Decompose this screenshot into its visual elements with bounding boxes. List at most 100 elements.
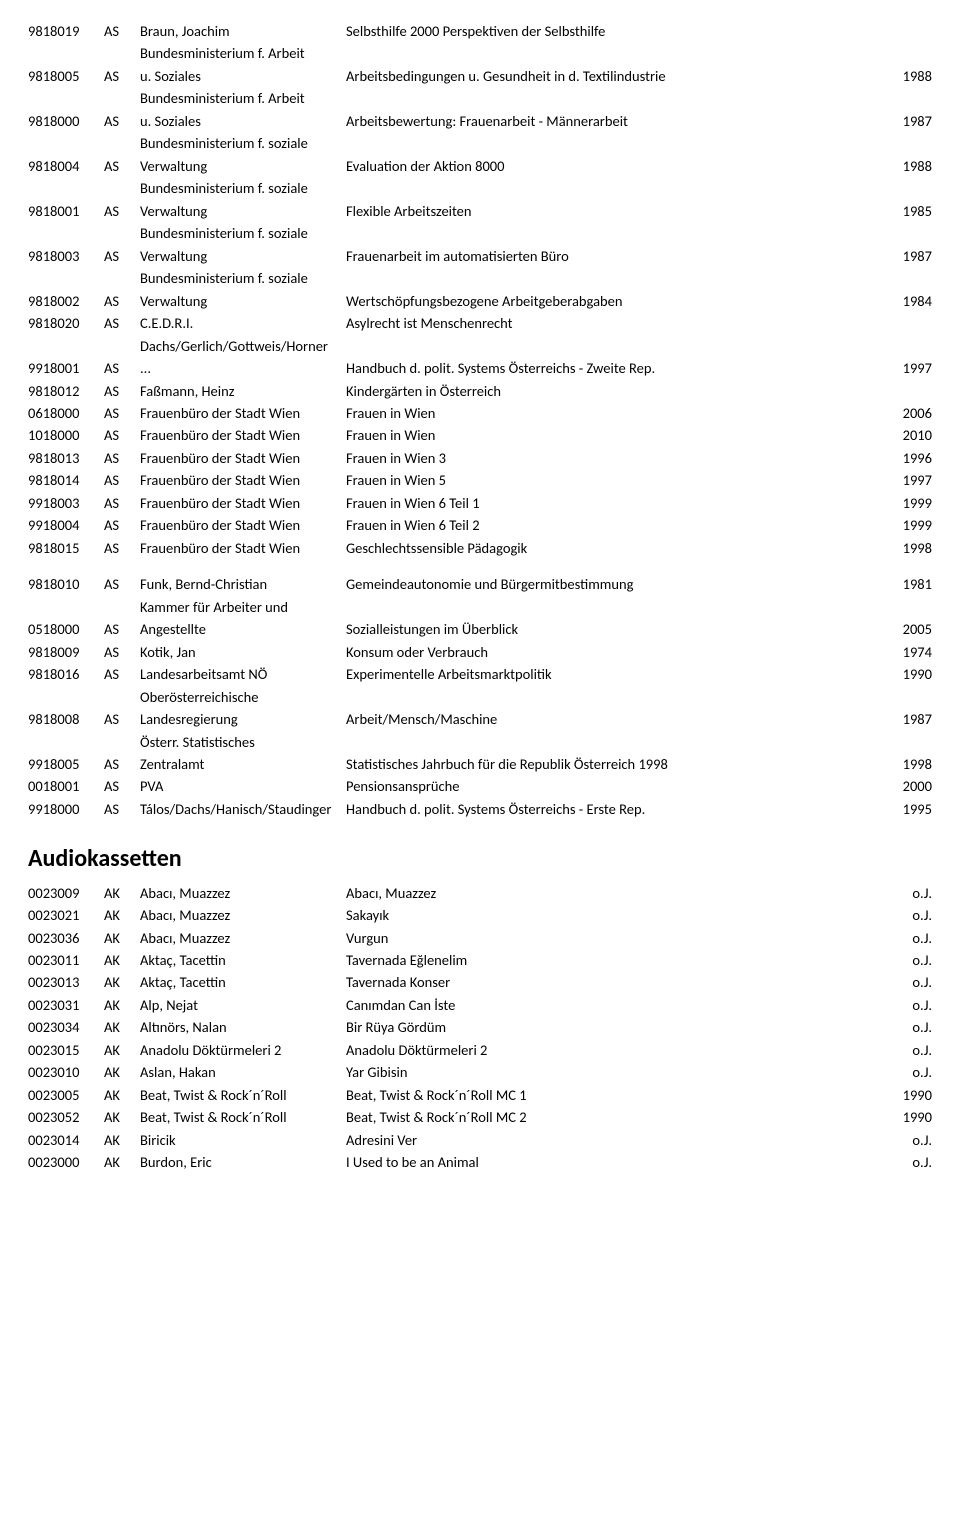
cell-id: 9818003 [28, 245, 98, 267]
cell-title: Sozialleistungen im Überblick [346, 618, 876, 640]
cell-author: Aktaç, Tacettin [140, 971, 340, 993]
cell-author: Landesregierung [140, 708, 340, 730]
table-row: 9818000ASu. SozialesArbeitsbewertung: Fr… [28, 110, 932, 132]
cell-id: 9918001 [28, 357, 98, 379]
cell-author: Verwaltung [140, 155, 340, 177]
cell-author: Abacı, Muazzez [140, 904, 340, 926]
cell-title: Frauen in Wien [346, 402, 876, 424]
cell-title: Kindergärten in Österreich [346, 380, 876, 402]
cell-type: AS [104, 290, 134, 312]
cell-id: 0518000 [28, 618, 98, 640]
cell-year: 2005 [882, 618, 932, 640]
cell-year: o.J. [882, 927, 932, 949]
cell-year: 1987 [882, 245, 932, 267]
cell-title: Frauen in Wien 5 [346, 469, 876, 491]
table-row: 0023005AKBeat, Twist & Rock´n´RollBeat, … [28, 1084, 932, 1106]
cell-author: Alp, Nejat [140, 994, 340, 1016]
cell-author: Bundesministerium f. Arbeit [140, 87, 340, 109]
cell-id: 9818000 [28, 110, 98, 132]
cell-id: 0023036 [28, 927, 98, 949]
cell-title: Arbeit/Mensch/Maschine [346, 708, 876, 730]
table-row: 9818008 AS Landesregierung Arbeit/Mensch/Ma… [28, 708, 932, 730]
cell-author: Funk, Bernd-Christian [140, 573, 340, 595]
cell-year: 1990 [882, 663, 932, 685]
cell-author: Verwaltung [140, 290, 340, 312]
cell-title: Canımdan Can İste [346, 994, 876, 1016]
cell-author: Aslan, Hakan [140, 1061, 340, 1083]
cell-title: Handbuch d. polit. Systems Österreichs -… [346, 798, 876, 820]
cell-id: 9818013 [28, 447, 98, 469]
cell-author: Frauenbüro der Stadt Wien [140, 402, 340, 424]
cell-year: o.J. [882, 1129, 932, 1151]
cell-year: o.J. [882, 1151, 932, 1173]
cell-author: Verwaltung [140, 245, 340, 267]
table-row: 9818002ASVerwaltungWertschöpfungsbezogen… [28, 290, 932, 312]
cell-author: Bundesministerium f. soziale [140, 177, 340, 199]
cell-author: Beat, Twist & Rock´n´Roll [140, 1084, 340, 1106]
cell-author: Braun, Joachim [140, 20, 340, 42]
cell-title: Anadolu Döktürmeleri 2 [346, 1039, 876, 1061]
cell-id: 9918004 [28, 514, 98, 536]
cell-year: 1996 [882, 447, 932, 469]
cell-year: 1998 [882, 753, 932, 775]
table-row: 9818003ASVerwaltungFrauenarbeit im autom… [28, 245, 932, 267]
cell-year: 1988 [882, 65, 932, 87]
cell-year: 1999 [882, 514, 932, 536]
cell-author: Angestellte [140, 618, 340, 640]
cell-type: AS [104, 798, 134, 820]
table-row: 0023011AKAktaç, TacettinTavernada Eğlene… [28, 949, 932, 971]
cell-type: AS [104, 402, 134, 424]
cell-author: Altınörs, Nalan [140, 1016, 340, 1038]
cell-id: 9818010 [28, 573, 98, 595]
cell-title: Gemeindeautonomie und Bürgermitbestimmun… [346, 573, 876, 595]
cell-year: 1987 [882, 708, 932, 730]
cell-year: 1995 [882, 798, 932, 820]
catalog-section-1: 9818019ASBraun, JoachimSelbsthilfe 2000 … [28, 20, 932, 559]
cell-author: Anadolu Döktürmeleri 2 [140, 1039, 340, 1061]
cell-type: AK [104, 1084, 134, 1106]
cell-title: Tavernada Eğlenelim [346, 949, 876, 971]
cell-author: Bundesministerium f. soziale [140, 132, 340, 154]
cell-year: 1998 [882, 537, 932, 559]
cell-title: Vurgun [346, 927, 876, 949]
cell-id: 9818014 [28, 469, 98, 491]
cell-author: Tálos/Dachs/Hanisch/Staudinger [140, 798, 340, 820]
cell-title: Geschlechtssensible Pädagogik [346, 537, 876, 559]
table-row: 9818010ASFunk, Bernd-ChristianGemeindeau… [28, 573, 932, 595]
cell-id: 9918000 [28, 798, 98, 820]
cell-year: 1981 [882, 573, 932, 595]
cell-type: AK [104, 1016, 134, 1038]
cell-author: Zentralamt [140, 753, 340, 775]
cell-author: Faßmann, Heinz [140, 380, 340, 402]
cell-id: 0023005 [28, 1084, 98, 1106]
cell-year: 2006 [882, 402, 932, 424]
cell-id: 9818009 [28, 641, 98, 663]
cell-title: Handbuch d. polit. Systems Österreichs -… [346, 357, 876, 379]
cell-id: 9818020 [28, 312, 98, 334]
cell-title: Asylrecht ist Menschenrecht [346, 312, 876, 334]
cell-id: 9818008 [28, 708, 98, 730]
cell-type: AK [104, 1039, 134, 1061]
cell-id: 9818015 [28, 537, 98, 559]
cell-year: 1987 [882, 110, 932, 132]
cell-author: Biricik [140, 1129, 340, 1151]
catalog-section-3: 0023009AKAbacı, MuazzezAbacı, Muazzezo.J… [28, 882, 932, 1174]
cell-type: AS [104, 245, 134, 267]
cell-author: Frauenbüro der Stadt Wien [140, 537, 340, 559]
cell-author: Österr. Statistisches [140, 731, 340, 753]
table-row: 0618000ASFrauenbüro der Stadt WienFrauen… [28, 402, 932, 424]
cell-year: 1997 [882, 357, 932, 379]
cell-id: 0023052 [28, 1106, 98, 1128]
cell-id: 9818001 [28, 200, 98, 222]
cell-type: AS [104, 708, 134, 730]
cell-type: AS [104, 20, 134, 42]
cell-title: Abacı, Muazzez [346, 882, 876, 904]
table-row: 1018000ASFrauenbüro der Stadt WienFrauen… [28, 424, 932, 446]
cell-id: 0023010 [28, 1061, 98, 1083]
cell-author: Frauenbüro der Stadt Wien [140, 424, 340, 446]
cell-author: Beat, Twist & Rock´n´Roll [140, 1106, 340, 1128]
cell-type: AK [104, 927, 134, 949]
cell-author: Abacı, Muazzez [140, 927, 340, 949]
table-row: Bundesministerium f. Arbeit [28, 42, 932, 64]
cell-title: Evaluation der Aktion 8000 [346, 155, 876, 177]
